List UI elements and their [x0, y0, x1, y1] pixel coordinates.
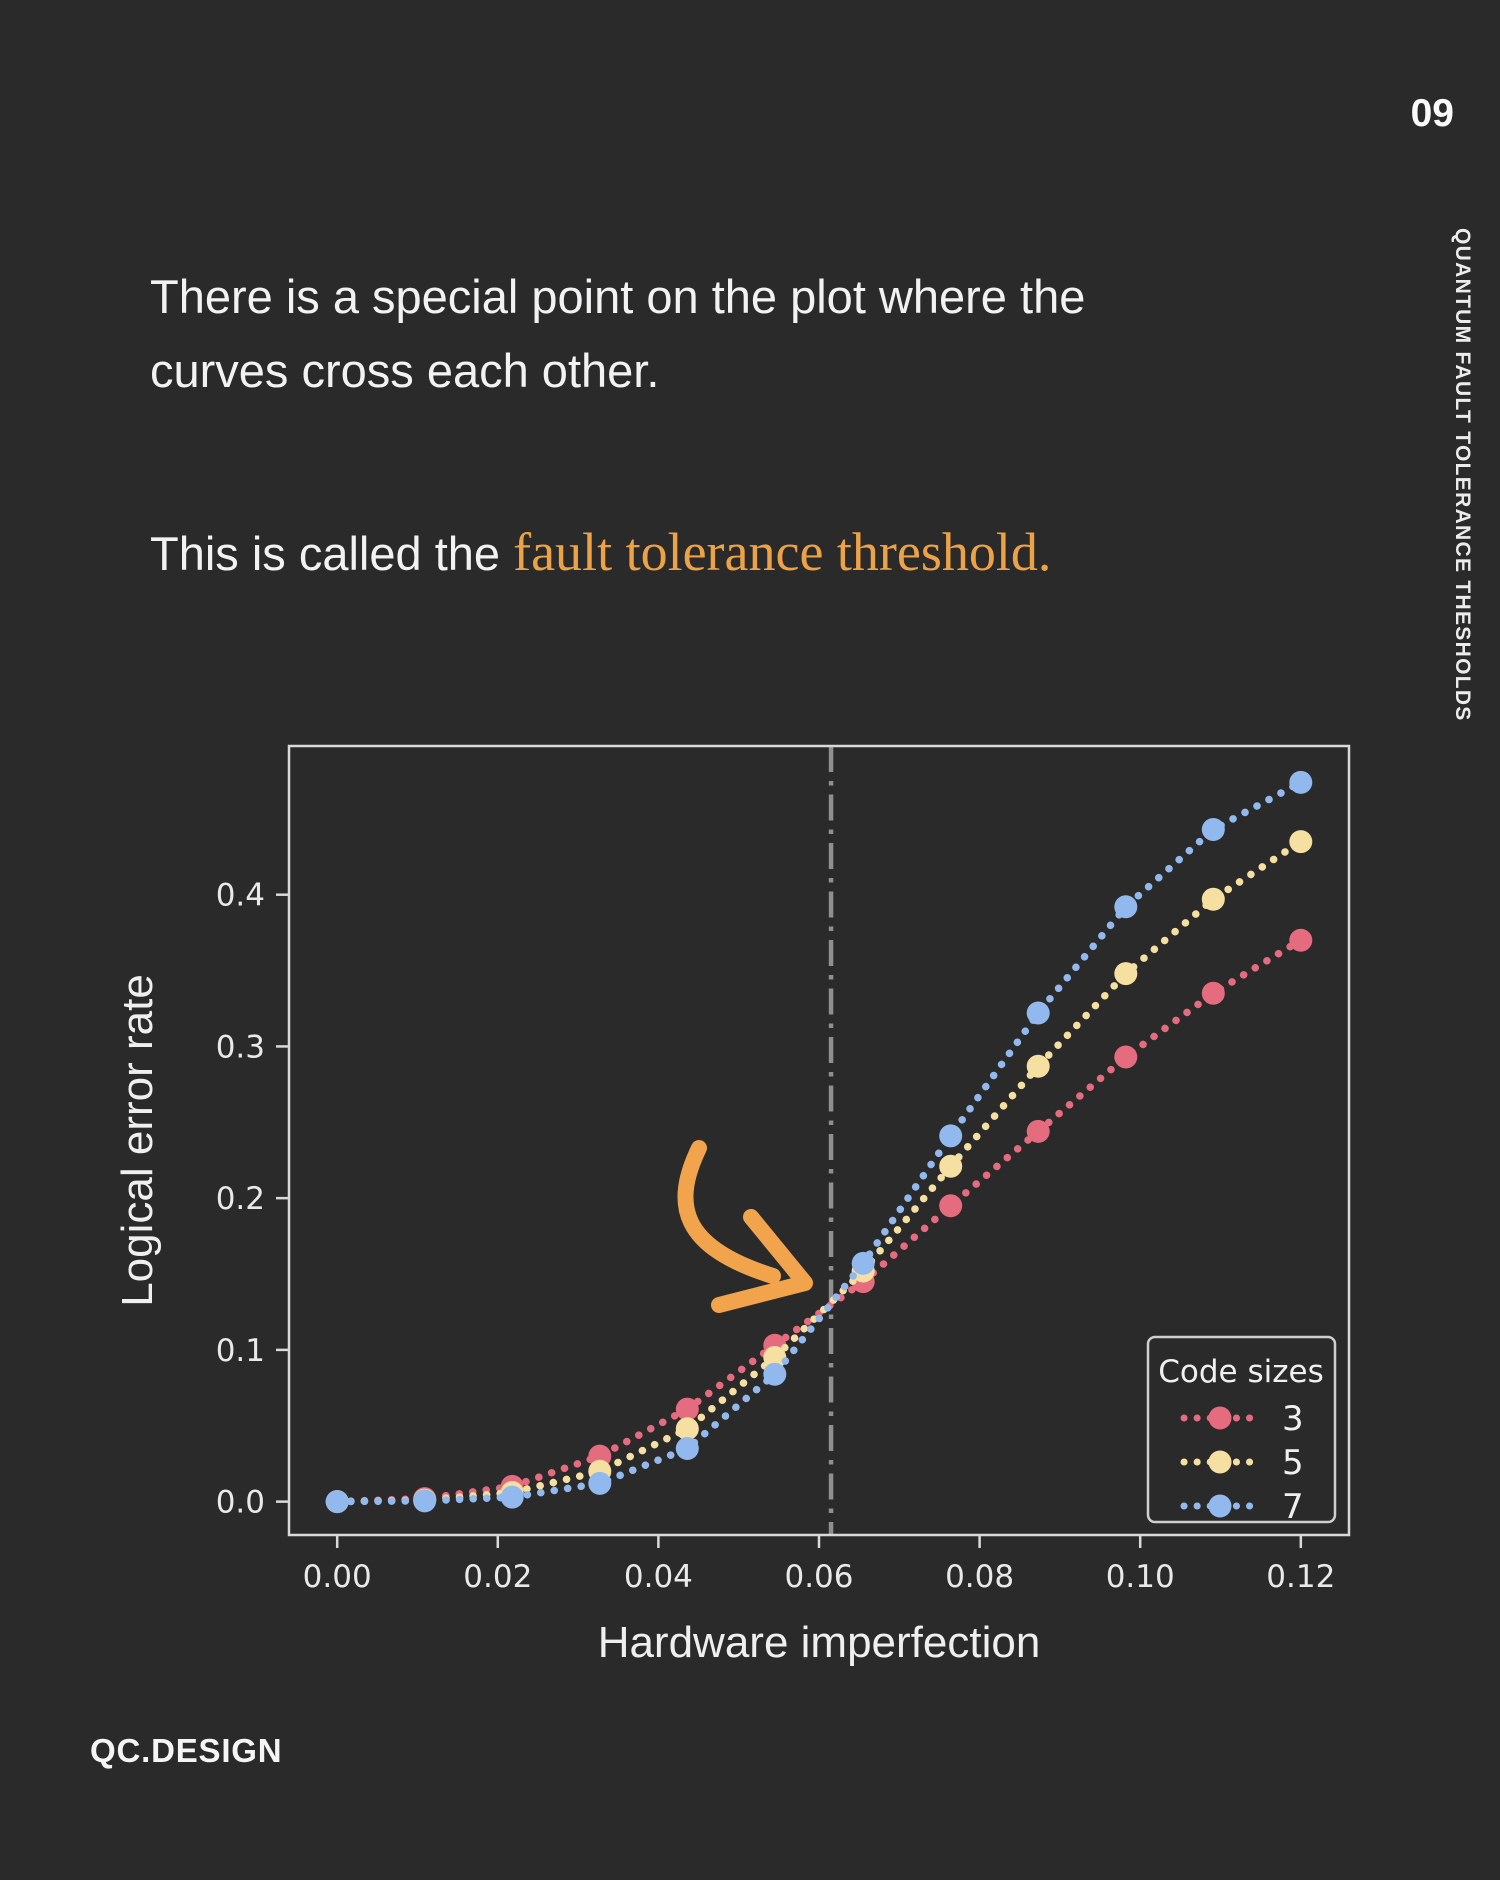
svg-text:0.06: 0.06: [784, 1559, 853, 1595]
data-point-7: [588, 1471, 612, 1495]
series-3: [325, 928, 1313, 1514]
data-point-7: [413, 1489, 437, 1513]
axes: 0.00 0.02 0.04 0.06 0.08 0.10 0.12 0.0 0.1 0.2 0.3…: [113, 744, 1351, 1667]
svg-text:0.2: 0.2: [216, 1181, 265, 1217]
x-axis-label: Hardware imperfection: [598, 1618, 1041, 1667]
data-point-7: [325, 1490, 349, 1514]
svg-text:0.02: 0.02: [463, 1559, 532, 1595]
data-point-7: [1114, 895, 1138, 919]
threshold-sentence-prefix: This is called the: [150, 527, 514, 580]
data-point-7: [1201, 818, 1225, 841]
threshold-sentence-highlight: fault tolerance threshold.: [513, 522, 1052, 582]
data-point-7: [851, 1251, 875, 1275]
data-point-5: [675, 1417, 699, 1441]
data-point-5: [763, 1346, 787, 1369]
svg-text:0.10: 0.10: [1106, 1559, 1175, 1595]
legend-label-7: 7: [1282, 1487, 1304, 1527]
legend-title: Code sizes: [1158, 1354, 1323, 1390]
crossing-arrow: [677, 1140, 813, 1313]
footer-brand: QC.DESIGN: [90, 1732, 283, 1769]
svg-text:0.1: 0.1: [216, 1333, 265, 1369]
data-point-5: [1026, 1054, 1050, 1078]
threshold-sentence: This is called the fault tolerance thres…: [150, 521, 1350, 583]
data-point-7: [675, 1437, 699, 1460]
svg-text:0.3: 0.3: [216, 1029, 265, 1065]
legend-label-3: 3: [1282, 1399, 1304, 1439]
data-point-7: [500, 1485, 524, 1509]
y-axis-label: Logical error rate: [113, 974, 162, 1307]
data-point-7: [1289, 770, 1313, 794]
legend: Code sizes 357: [1146, 1335, 1337, 1527]
series-7: [325, 770, 1313, 1514]
svg-text:0.00: 0.00: [303, 1559, 372, 1595]
svg-text:0.04: 0.04: [624, 1559, 693, 1595]
data-point-7: [763, 1362, 787, 1386]
svg-text:0.4: 0.4: [216, 878, 265, 914]
series-5: [325, 830, 1313, 1514]
data-point-3: [1289, 928, 1313, 952]
data-point-5: [939, 1154, 963, 1178]
svg-text:0.0: 0.0: [216, 1485, 265, 1521]
data-point-5: [1289, 830, 1313, 854]
intro-line-2: curves cross each other.: [150, 344, 660, 397]
intro-line-1: There is a special point on the plot whe…: [150, 270, 1086, 323]
data-point-3: [675, 1397, 699, 1421]
intro-paragraph: There is a special point on the plot whe…: [150, 260, 1150, 408]
legend-label-5: 5: [1282, 1443, 1304, 1483]
data-point-3: [1201, 981, 1225, 1005]
data-point-7: [1026, 1001, 1050, 1025]
data-point-5: [1114, 962, 1138, 986]
data-point-3: [1026, 1119, 1050, 1143]
data-point-5: [1201, 887, 1225, 911]
data-point-3: [1114, 1045, 1138, 1069]
side-title: QUANTUM FAULT TOLERANCE THESHOLDS: [1451, 228, 1474, 722]
data-point-7: [939, 1124, 963, 1148]
page-number: 09: [1410, 92, 1454, 135]
svg-text:0.08: 0.08: [945, 1559, 1014, 1595]
svg-text:0.12: 0.12: [1266, 1559, 1335, 1595]
data-point-3: [939, 1194, 963, 1218]
